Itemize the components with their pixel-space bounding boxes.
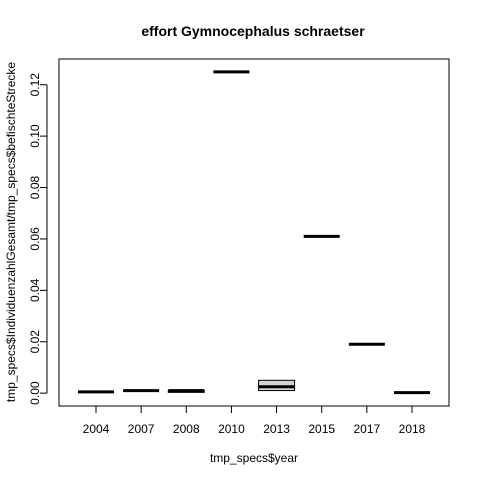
box-2013 — [259, 380, 295, 390]
x-tick-label: 2015 — [308, 422, 335, 436]
y-tick-label: 0.06 — [28, 227, 42, 251]
y-tick-label: 0.04 — [28, 278, 42, 302]
x-axis-label: tmp_specs$year — [210, 451, 298, 465]
y-tick-label: 0.00 — [28, 381, 42, 405]
chart-title: effort Gymnocephalus schraetser — [141, 23, 365, 39]
x-tick-label: 2010 — [218, 422, 245, 436]
y-tick-label: 0.10 — [28, 124, 42, 148]
x-tick-label: 2017 — [354, 422, 381, 436]
y-axis-label: tmp_specs$IndividuenzahlGesamt/tmp_specs… — [4, 62, 18, 403]
x-tick-label: 2007 — [128, 422, 155, 436]
y-tick-label: 0.12 — [28, 73, 42, 97]
x-tick-label: 2013 — [263, 422, 290, 436]
box-2008 — [168, 391, 204, 393]
y-tick-label: 0.02 — [28, 330, 42, 354]
x-tick-label: 2008 — [173, 422, 200, 436]
x-tick-label: 2004 — [83, 422, 110, 436]
y-tick-label: 0.08 — [28, 176, 42, 200]
x-tick-label: 2018 — [399, 422, 426, 436]
